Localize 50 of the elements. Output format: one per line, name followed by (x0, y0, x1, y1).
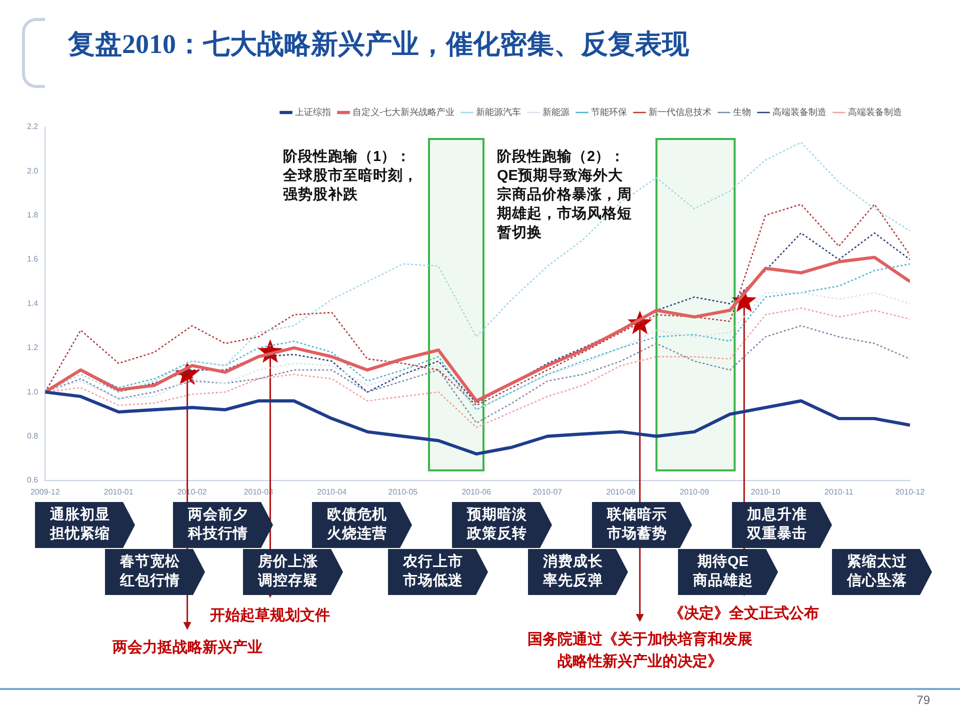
text: 农行上市市场低迷 (403, 553, 463, 591)
y-tick-label: 2.0 (26, 166, 39, 176)
x-tick-label: 2010-01 (104, 487, 134, 496)
text: 预期暗淡政策反转 (467, 506, 527, 544)
y-tick-label: 1.6 (26, 254, 39, 264)
x-tick-label: 2010-07 (532, 487, 563, 496)
line-series (45, 204, 910, 406)
x-tick-label: 2010-12 (895, 487, 926, 496)
x-tick-label: 2009-12 (30, 487, 60, 496)
annotation: 国务院通过《关于加快培育和发展战略性新兴产业的决定》 (527, 630, 752, 670)
text: 79 (916, 693, 930, 707)
x-tick-label: 2010-09 (680, 487, 710, 496)
y-tick-label: 0.8 (26, 431, 39, 440)
text: 紧缩太过信心坠落 (847, 553, 907, 591)
legend-label: 自定义-七大新兴战略产业 (352, 106, 455, 117)
legend-label: 新能源汽车 (476, 106, 521, 117)
x-tick-label: 2010-10 (750, 487, 781, 496)
y-tick-label: 1.0 (26, 387, 39, 396)
text: 春节宽松红包行情 (120, 553, 180, 591)
legend-label: 生物 (733, 106, 751, 117)
chart-title: 复盘2010：七大战略新兴产业，催化密集、反复表现 (68, 28, 689, 61)
text: 欧债危机火烧连营 (327, 506, 387, 544)
annotation: 两会力挺战略新兴产业 (111, 638, 262, 656)
y-tick-label: 2.2 (26, 122, 39, 132)
x-tick-label: 2010-06 (462, 487, 492, 496)
text: 房价上涨调控存疑 (258, 553, 318, 591)
x-tick-label: 2010-08 (606, 487, 636, 496)
y-tick-label: 1.8 (26, 210, 39, 220)
legend-label: 高端装备制造 (772, 106, 826, 117)
annotation: 阶段性跑输（1）：全球股市至暗时刻，强势股补跌 (283, 148, 419, 205)
x-tick-label: 2010-04 (317, 487, 348, 496)
x-tick-label: 2010-11 (824, 487, 854, 496)
legend-label: 新一代信息技术 (648, 106, 712, 117)
legend-label: 高端装备制造 (848, 106, 902, 117)
legend-label: 新能源 (542, 106, 570, 117)
y-tick-label: 0.6 (26, 476, 39, 485)
text: 两会前夕科技行情 (188, 506, 248, 544)
y-tick-label: 1.2 (26, 343, 39, 352)
text: 期待QE商品雄起 (693, 553, 753, 591)
text: 联储暗示市场蓄势 (607, 506, 667, 544)
annotation: 开始起草规划文件 (209, 607, 330, 624)
annotation: 《决定》全文正式公布 (669, 604, 820, 622)
annotation: 阶段性跑输（2）：QE预期导致海外大宗商品价格暴涨，周期雄起，市场风格短暂切换 (497, 148, 633, 243)
text: 加息升准双重暴击 (747, 506, 807, 544)
x-tick-label: 2010-05 (388, 487, 418, 496)
legend-label: 节能环保 (591, 106, 627, 117)
legend-label: 上证综指 (295, 106, 332, 117)
y-tick-label: 1.4 (26, 298, 39, 308)
text: 消费成长率先反弹 (543, 553, 603, 591)
text: 通胀初显担忧紧缩 (50, 506, 110, 544)
